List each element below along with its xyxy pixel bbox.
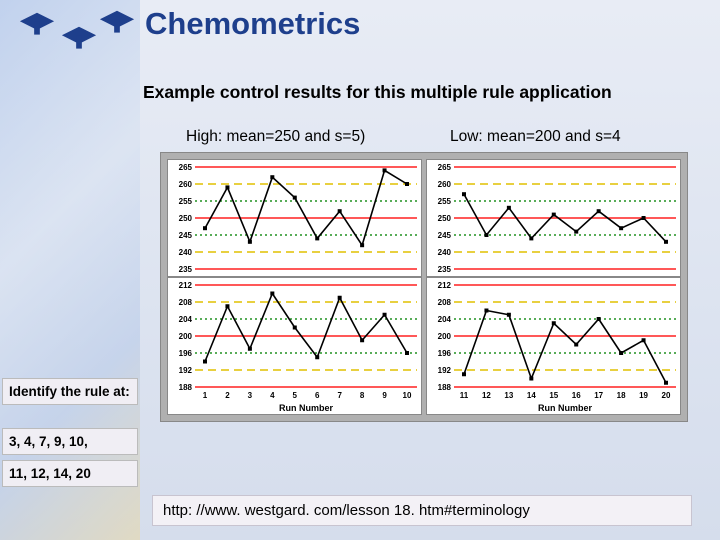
chart-row-top: 235 240 245 250 255 260 265 235 240 245 250 255 260… [167,159,681,277]
svg-text:208: 208 [179,298,193,307]
svg-text:212: 212 [438,281,452,290]
svg-text:265: 265 [179,163,193,172]
svg-text:19: 19 [639,391,648,400]
svg-text:188: 188 [438,383,452,392]
svg-text:4: 4 [270,391,275,400]
chart-bottom-right: 188 192 196 200 204 208 212 11 12 13 14 15 16 17 18 19 2… [426,277,681,415]
chart-header-right: Low: mean=200 and s=4 [450,128,621,146]
identify-line2: 3, 4, 7, 9, 10, [2,428,138,455]
svg-text:17: 17 [594,391,603,400]
svg-text:235: 235 [438,265,452,274]
chart-top-right: 235 240 245 250 255 260 265 [426,159,681,277]
svg-text:250: 250 [438,214,452,223]
svg-text:255: 255 [179,197,193,206]
svg-text:196: 196 [438,349,452,358]
svg-text:255: 255 [438,197,452,206]
svg-text:260: 260 [438,180,452,189]
svg-text:Run Number: Run Number [538,403,592,413]
svg-text:13: 13 [504,391,513,400]
svg-text:245: 245 [438,231,452,240]
footer-url: http: //www. westgard. com/lesson 18. ht… [152,495,692,526]
svg-text:6: 6 [315,391,320,400]
svg-text:Run Number: Run Number [279,403,333,413]
svg-text:240: 240 [179,248,193,257]
grad-cap-icon [98,6,136,44]
chart-row-bottom: 18819219620020420821212345678910Run Numb… [167,277,681,415]
svg-text:3: 3 [248,391,253,400]
svg-text:260: 260 [179,180,193,189]
svg-text:11: 11 [460,391,469,400]
svg-text:192: 192 [179,366,193,375]
page-title: Chemometrics [145,6,360,42]
chart-top-left: 235 240 245 250 255 260 265 [167,159,422,277]
svg-text:1: 1 [203,391,208,400]
chart-header-left: High: mean=250 and s=5) [186,128,365,146]
svg-text:8: 8 [360,391,365,400]
svg-text:245: 245 [179,231,193,240]
grad-cap-icon [18,8,56,46]
svg-text:200: 200 [438,332,452,341]
svg-text:18: 18 [617,391,626,400]
grad-cap-icon [60,22,98,60]
svg-text:204: 204 [179,315,193,324]
svg-text:235: 235 [179,265,193,274]
svg-text:16: 16 [572,391,581,400]
svg-text:188: 188 [179,383,193,392]
svg-text:192: 192 [438,366,452,375]
svg-text:14: 14 [527,391,536,400]
svg-text:250: 250 [179,214,193,223]
svg-text:9: 9 [382,391,387,400]
svg-text:204: 204 [438,315,452,324]
chart-bottom-left: 18819219620020420821212345678910Run Numb… [167,277,422,415]
svg-text:208: 208 [438,298,452,307]
svg-text:10: 10 [403,391,412,400]
charts-grid: 235240245250255260265 235240245250255260… [160,152,688,422]
identify-line3: 11, 12, 14, 20 [2,460,138,487]
svg-text:212: 212 [179,281,193,290]
svg-text:240: 240 [438,248,452,257]
svg-text:5: 5 [293,391,298,400]
svg-text:20: 20 [662,391,671,400]
svg-text:196: 196 [179,349,193,358]
decorative-left-bg [0,0,140,540]
svg-text:2: 2 [225,391,230,400]
svg-text:15: 15 [549,391,558,400]
svg-text:7: 7 [337,391,342,400]
identify-label: Identify the rule at: [2,378,138,405]
svg-text:12: 12 [482,391,491,400]
svg-text:265: 265 [438,163,452,172]
subtitle: Example control results for this multipl… [143,82,703,103]
svg-text:200: 200 [179,332,193,341]
